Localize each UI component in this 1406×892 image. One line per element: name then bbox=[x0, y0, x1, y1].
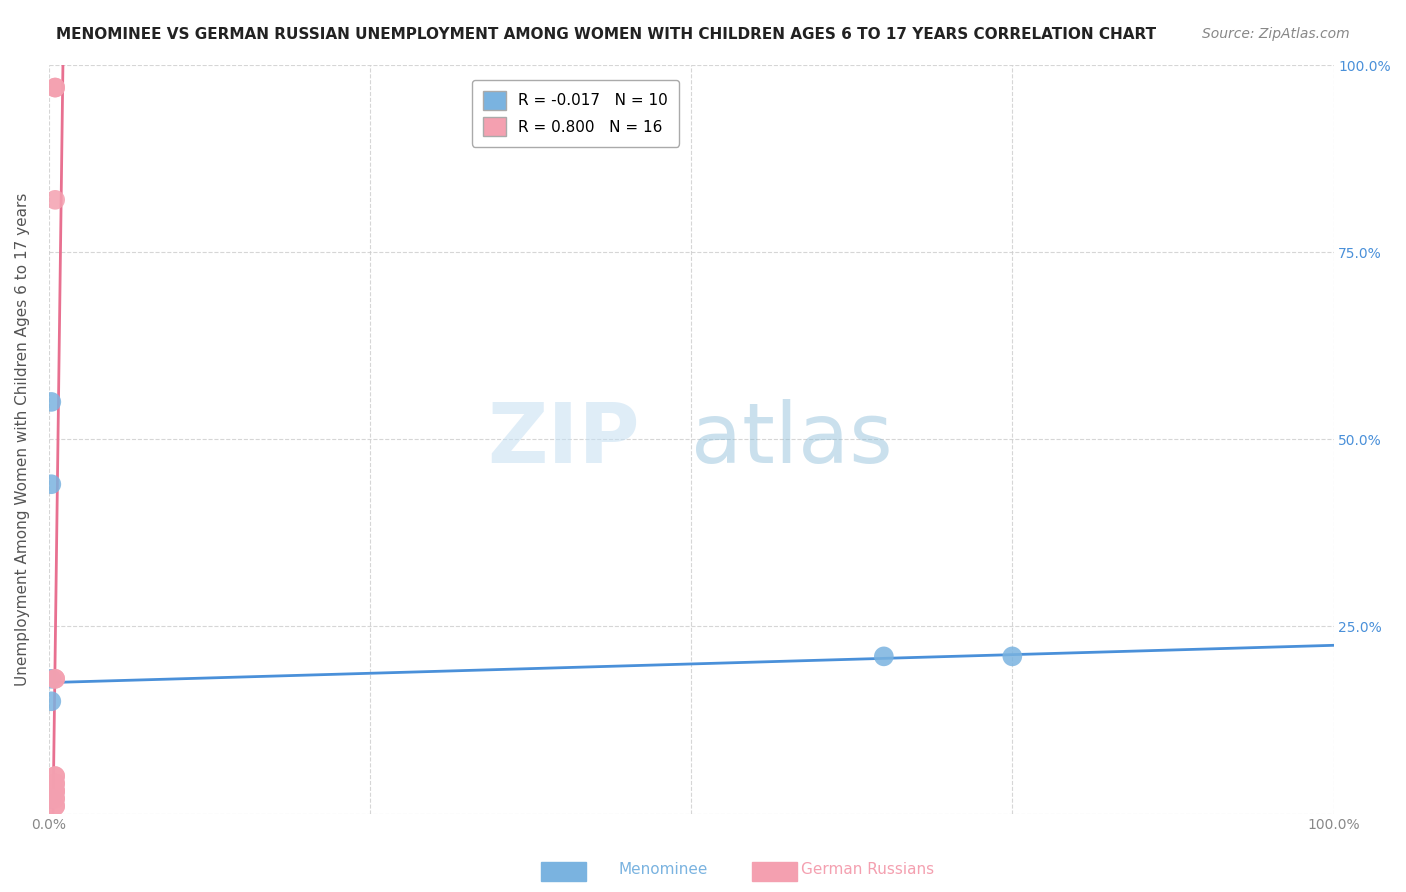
Point bbox=[44, 784, 66, 798]
Text: Source: ZipAtlas.com: Source: ZipAtlas.com bbox=[1202, 27, 1350, 41]
Point bbox=[873, 649, 896, 664]
Point bbox=[41, 791, 63, 805]
Point bbox=[41, 395, 63, 409]
Point bbox=[44, 776, 66, 790]
Point bbox=[44, 799, 66, 814]
Point bbox=[41, 791, 63, 805]
Point bbox=[44, 193, 66, 207]
Point bbox=[44, 80, 66, 95]
Point bbox=[41, 477, 63, 491]
Point bbox=[44, 769, 66, 783]
Point bbox=[44, 791, 66, 805]
Point bbox=[41, 672, 63, 686]
Point bbox=[41, 694, 63, 708]
Point bbox=[44, 776, 66, 790]
Text: ZIP: ZIP bbox=[488, 399, 640, 480]
Y-axis label: Unemployment Among Women with Children Ages 6 to 17 years: Unemployment Among Women with Children A… bbox=[15, 193, 30, 686]
Text: MENOMINEE VS GERMAN RUSSIAN UNEMPLOYMENT AMONG WOMEN WITH CHILDREN AGES 6 TO 17 : MENOMINEE VS GERMAN RUSSIAN UNEMPLOYMENT… bbox=[56, 27, 1156, 42]
Point bbox=[1001, 649, 1024, 664]
Point bbox=[44, 769, 66, 783]
Point bbox=[41, 791, 63, 805]
Point bbox=[44, 799, 66, 814]
Point bbox=[44, 672, 66, 686]
Point bbox=[41, 791, 63, 805]
Point bbox=[44, 672, 66, 686]
Legend: R = -0.017   N = 10, R = 0.800   N = 16: R = -0.017 N = 10, R = 0.800 N = 16 bbox=[472, 80, 679, 146]
Point bbox=[44, 784, 66, 798]
Text: atlas: atlas bbox=[692, 399, 893, 480]
Point bbox=[44, 791, 66, 805]
Text: German Russians: German Russians bbox=[801, 863, 935, 877]
Point bbox=[44, 80, 66, 95]
Text: Menominee: Menominee bbox=[619, 863, 709, 877]
Point bbox=[44, 784, 66, 798]
